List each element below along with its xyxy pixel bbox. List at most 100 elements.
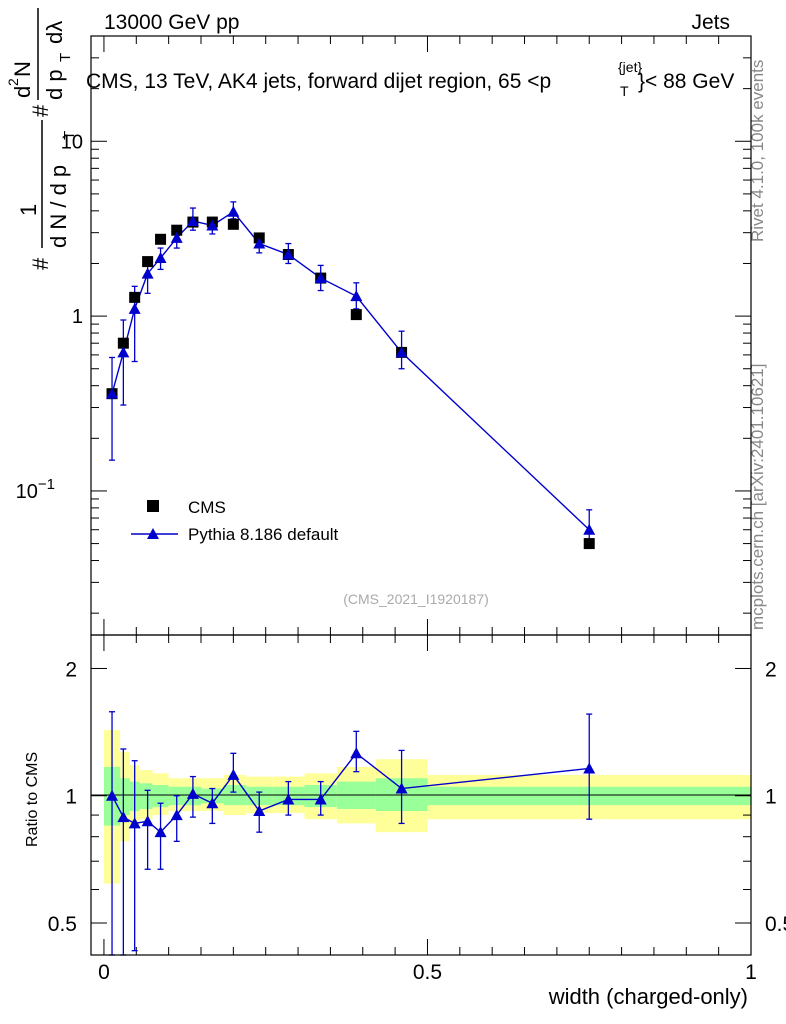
- legend-marker-cms: [147, 500, 159, 512]
- cms-point: [129, 291, 141, 303]
- cms-point: [227, 218, 239, 230]
- cms-point: [350, 309, 362, 321]
- ratio-point: [106, 789, 119, 801]
- svg-text:T: T: [57, 53, 74, 62]
- ratio-ticks: 0.5 0.5 1 1 2 2 0 0.5 1: [48, 635, 786, 984]
- main-y-tick-label: 10: [61, 131, 83, 153]
- ratio-point: [128, 817, 141, 829]
- ratio-x-tick-label: 0.5: [413, 961, 442, 984]
- svg-text:1: 1: [16, 204, 41, 216]
- ylabel-t1: T: [61, 131, 78, 140]
- main-frame: [90, 35, 752, 636]
- svg-text:d p: d p: [42, 69, 67, 100]
- ylabel-dn: d N / d p: [46, 165, 71, 248]
- ratio-y-label: Ratio to CMS: [24, 752, 41, 847]
- mcplots-label: mcplots.cern.ch [arXiv:2401.10621]: [748, 364, 767, 630]
- ratio-plot: 0.5 0.5 1 1 2 2 0 0.5 1 Ratio to CMS width (char…: [24, 634, 786, 1009]
- cms-point: [117, 337, 129, 349]
- plot-title-sub: T: [620, 83, 629, 99]
- main-series: [106, 201, 596, 550]
- svg-text:d N / d p: d N / d p: [46, 165, 71, 248]
- mc-point: [282, 248, 295, 260]
- legend-label-mc: Pythia 8.186 default: [188, 525, 339, 544]
- legend-marker-mc: [147, 528, 159, 539]
- ylabel-two: 2: [5, 78, 21, 86]
- svg-text:2: 2: [5, 78, 21, 86]
- ylabel-t2: T: [57, 53, 74, 62]
- svg-text:dλ: dλ: [42, 21, 67, 44]
- ratio-series: [106, 711, 596, 956]
- mc-point: [170, 231, 183, 243]
- ratio-y-tick-label-left: 2: [65, 658, 77, 681]
- mc-point: [395, 346, 408, 358]
- mc-point: [186, 214, 199, 226]
- mc-point: [117, 346, 130, 358]
- ratio-x-tick-label: 1: [745, 961, 757, 984]
- ratio-band-inner: [139, 783, 153, 810]
- mc-point: [154, 251, 167, 263]
- ratio-band-inner: [120, 778, 130, 816]
- svg-text:#: #: [28, 257, 53, 270]
- cms-point: [155, 233, 167, 245]
- ratio-y-tick-label-right: 0.5: [765, 913, 786, 936]
- ratio-point: [395, 782, 408, 794]
- svg-text:T: T: [61, 131, 78, 140]
- ratio-point: [170, 809, 183, 821]
- ratio-point: [314, 793, 327, 805]
- rivet-label: Rivet 4.1.0, 100k events: [748, 60, 767, 242]
- ylabel-d: d: [10, 86, 35, 98]
- cms-point: [171, 224, 183, 236]
- cms-point: [142, 256, 154, 268]
- ratio-point: [253, 805, 266, 817]
- ylabel-dp: d p: [42, 69, 67, 100]
- ratio-frame: [90, 634, 752, 956]
- ratio-point: [583, 762, 596, 774]
- mc-point: [253, 237, 266, 249]
- ratio-point: [350, 747, 363, 759]
- cms-point: [583, 538, 595, 550]
- analysis-tag: (CMS_2021_I1920187): [343, 591, 489, 607]
- ratio-y-tick-label-left: 1: [65, 786, 77, 809]
- ratio-point: [154, 826, 167, 838]
- ylabel-one: 1: [16, 204, 41, 216]
- category-label: Jets: [691, 11, 730, 34]
- ratio-bands: [103, 730, 751, 884]
- mc-point: [106, 387, 119, 399]
- mc-point: [583, 523, 596, 535]
- ratio-y-tick-label-left: 0.5: [48, 913, 77, 936]
- ratio-x-tick-label: 0: [98, 961, 110, 984]
- mc-point: [128, 302, 141, 314]
- main-ticks: 10−1 1 10: [16, 35, 752, 635]
- main-y-label: # 1 d N / d p T # d 2 N d p T dλ: [5, 8, 78, 270]
- mc-point: [314, 272, 327, 284]
- mc-point: [206, 219, 219, 231]
- main-y-tick-label: 1: [72, 306, 83, 328]
- plot-title-sup: {jet}: [618, 59, 642, 75]
- ylabel-hash-1: #: [28, 257, 53, 270]
- ratio-y-tick-label-right: 1: [765, 786, 777, 809]
- ratio-point: [186, 787, 199, 799]
- ratio-point: [141, 815, 154, 827]
- svg-text:d: d: [10, 86, 35, 98]
- legend: CMS Pythia 8.186 default: [131, 498, 339, 544]
- main-y-tick-label: 10−1: [16, 476, 55, 503]
- ratio-point: [206, 797, 219, 809]
- svg-text:N: N: [10, 61, 35, 77]
- legend-label-cms: CMS: [188, 498, 226, 517]
- mc-point: [227, 205, 240, 217]
- ylabel-hash-2: #: [28, 104, 53, 117]
- svg-text:#: #: [28, 104, 53, 117]
- ratio-y-tick-label-right: 2: [765, 658, 777, 681]
- mc-point: [350, 290, 363, 302]
- ratio-point: [117, 811, 130, 823]
- ratio-band-inner: [152, 785, 169, 808]
- plot-title: CMS, 13 TeV, AK4 jets, forward dijet reg…: [86, 70, 551, 93]
- ylabel-n: N: [10, 61, 35, 77]
- ratio-point: [227, 768, 240, 780]
- mc-line: [111, 210, 590, 531]
- ratio-point: [282, 793, 295, 805]
- ylabel-dlambda: dλ: [42, 21, 67, 44]
- mc-point: [141, 267, 154, 279]
- ratio-x-label: width (charged-only): [548, 984, 748, 1009]
